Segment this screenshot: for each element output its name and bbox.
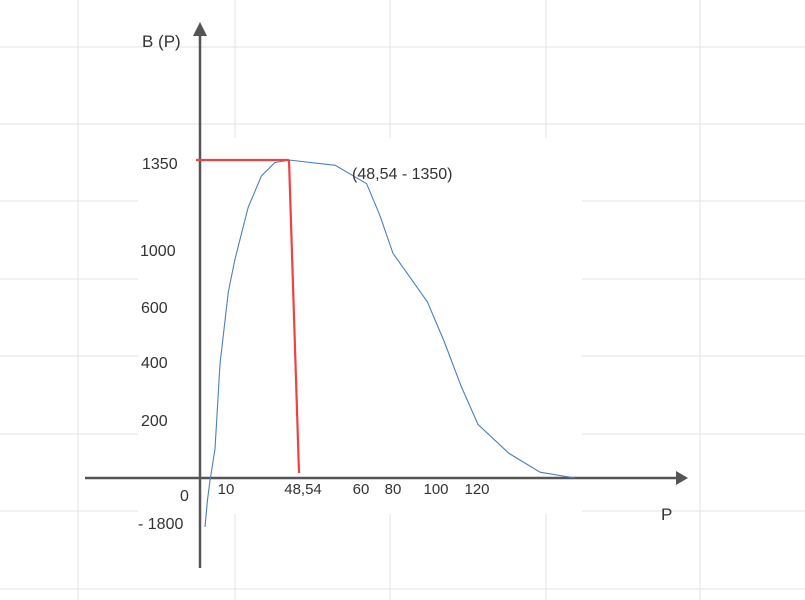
x-axis-arrow-icon — [676, 471, 688, 485]
x-tick-label-80: 80 — [384, 481, 402, 498]
y-axis-title: B (P) — [142, 32, 181, 51]
x-axis-title: P — [661, 505, 673, 524]
y-tick-label-1350: 1350 — [142, 156, 178, 173]
y-tick-label-200: 200 — [141, 413, 168, 430]
x-axis — [85, 471, 688, 485]
y-tick-label-minus-1800: - 1800 — [138, 516, 184, 533]
y-tick-label-1000: 1000 — [140, 243, 176, 260]
highlight-vertical-line — [287, 159, 301, 474]
origin-label: 0 — [180, 488, 189, 505]
x-tick-label-120: 120 — [464, 481, 490, 498]
y-tick-label-600: 600 — [141, 300, 168, 317]
x-tick-label-100: 100 — [423, 481, 449, 498]
max-point-annotation: (48,54 - 1350) — [352, 166, 453, 183]
plot-backdrop — [138, 138, 582, 514]
y-axis — [193, 22, 207, 568]
x-tick-label-48-54: 48,54 — [284, 481, 322, 498]
y-axis-arrow-icon — [193, 22, 207, 36]
y-tick-label-400: 400 — [141, 355, 168, 372]
series-curve — [204, 159, 576, 528]
x-tick-label-60: 60 — [352, 481, 370, 498]
x-tick-label-10: 10 — [217, 481, 235, 498]
